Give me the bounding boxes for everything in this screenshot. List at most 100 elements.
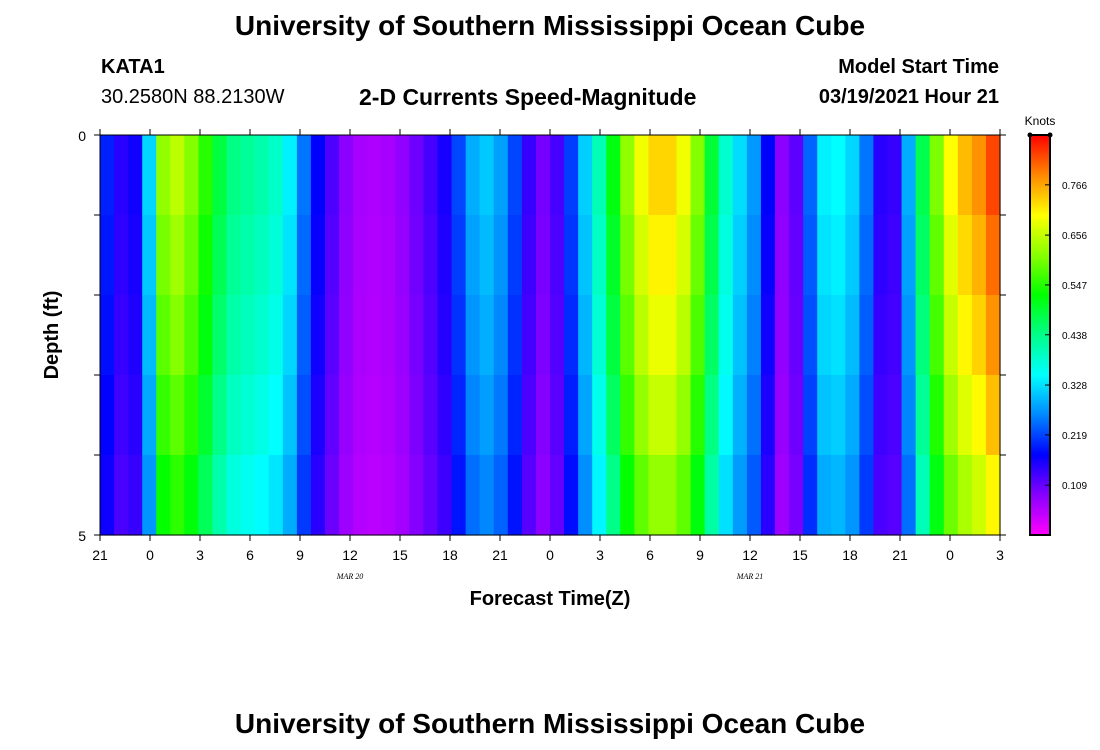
heatmap-cell: [592, 295, 607, 376]
heatmap-cell: [479, 215, 495, 296]
heatmap-cell: [831, 295, 846, 376]
heatmap-cell: [550, 455, 565, 536]
heatmap-cell: [381, 295, 396, 376]
heatmap-cell: [184, 455, 200, 536]
heatmap-cell: [381, 135, 396, 216]
station-id: KATA1: [101, 56, 165, 78]
heatmap-cell: [114, 455, 129, 536]
heatmap-cell: [929, 455, 945, 536]
heatmap-cell: [100, 295, 115, 376]
heatmap-cell: [325, 215, 340, 296]
heatmap-cell: [662, 375, 678, 456]
heatmap-cell: [775, 375, 790, 456]
heatmap-cell: [240, 295, 256, 376]
heatmap-cell: [184, 375, 200, 456]
heatmap-cell: [535, 455, 551, 536]
heatmap-cell: [395, 455, 410, 536]
heatmap-cell: [128, 215, 143, 296]
heatmap-cell: [732, 295, 748, 376]
heatmap-cell: [339, 135, 354, 216]
heatmap-cell: [493, 375, 509, 456]
heatmap-cell: [535, 375, 551, 456]
heatmap-cell: [929, 135, 945, 216]
heatmap-cell: [409, 375, 425, 456]
heatmap-cell: [789, 455, 804, 536]
heatmap-cell: [507, 295, 523, 376]
heatmap-cell: [268, 375, 284, 456]
heatmap-cell: [564, 375, 579, 456]
heatmap-cell: [775, 455, 790, 536]
heatmap-cell: [325, 295, 340, 376]
heatmap-cell: [775, 135, 790, 216]
x-tick-label: 12: [742, 547, 758, 563]
heatmap-cell: [465, 295, 481, 376]
x-tick-label: 9: [696, 547, 704, 563]
heatmap-cell: [198, 135, 214, 216]
heatmap-cell: [676, 135, 692, 216]
heatmap-cell: [142, 375, 157, 456]
heatmap-cell: [128, 375, 143, 456]
station-coordinates: 30.2580N 88.2130W: [101, 86, 285, 108]
heatmap-cell: [465, 215, 481, 296]
colorbar-tick-label: 0.766: [1062, 181, 1087, 192]
heatmap-cell: [325, 455, 340, 536]
heatmap-cell: [775, 295, 790, 376]
model-start-label: Model Start Time: [838, 56, 999, 78]
heatmap-cell: [226, 375, 242, 456]
heatmap-cell: [493, 215, 509, 296]
x-date-label: MAR 20: [336, 572, 363, 581]
heatmap-cell: [746, 455, 762, 536]
heatmap-cell: [268, 295, 284, 376]
heatmap-cell: [170, 295, 185, 376]
heatmap-cell: [296, 135, 312, 216]
heatmap-cell: [198, 375, 214, 456]
heatmap-cell: [437, 295, 453, 376]
heatmap-cell: [156, 295, 171, 376]
heatmap-cell: [803, 455, 818, 536]
heatmap-cell: [831, 455, 846, 536]
x-tick-label: 6: [646, 547, 654, 563]
heatmap-cell: [353, 375, 368, 456]
heatmap-cell: [325, 375, 340, 456]
heatmap-cell: [550, 375, 565, 456]
heatmap-cell: [465, 375, 481, 456]
heatmap-cell: [521, 375, 537, 456]
colorbar-tick-label: 0.219: [1062, 431, 1087, 442]
heatmap-cell: [746, 295, 762, 376]
heatmap-cell: [831, 215, 846, 296]
heatmap-cell: [310, 455, 326, 536]
chart-axes: 21 0 3 6 9 12 15 18 21 0 3 6 9 12 15 18 21 0 3 MAR 20 MAR 21…: [41, 128, 1006, 610]
colorbar-tick-label: 0.547: [1062, 281, 1087, 292]
heatmap-cell: [887, 295, 903, 376]
heatmap-cell: [142, 135, 157, 216]
heatmap-cell: [493, 455, 509, 536]
heatmap-cell: [226, 215, 242, 296]
heatmap-cell: [142, 455, 157, 536]
heatmap-cell: [817, 455, 832, 536]
heatmap-cell: [957, 135, 973, 216]
heatmap-cell: [789, 375, 804, 456]
heatmap-cell: [423, 295, 439, 376]
page-title: University of Southern Mississippi Ocean…: [234, 10, 866, 41]
heatmap-cell: [718, 455, 734, 536]
heatmap-cell: [929, 375, 945, 456]
colorbar-unit: Knots: [1025, 114, 1056, 128]
heatmap-cell: [817, 375, 832, 456]
heatmap-cell: [578, 295, 593, 376]
heatmap-cell: [957, 375, 973, 456]
heatmap-cell: [493, 135, 509, 216]
heatmap-cell: [803, 135, 818, 216]
x-tick-label: 15: [792, 547, 808, 563]
heatmap-cell: [704, 295, 720, 376]
x-tick-label: 9: [296, 547, 304, 563]
model-start-value: 03/19/2021 Hour 21: [818, 86, 999, 108]
heatmap-cell: [817, 295, 832, 376]
heatmap-cell: [367, 135, 382, 216]
heatmap-cell: [971, 295, 987, 376]
heatmap-cell: [620, 135, 635, 216]
heatmap-cell: [423, 135, 439, 216]
heatmap-cell: [212, 375, 228, 456]
heatmap-cell: [423, 375, 439, 456]
heatmap-cell: [550, 215, 565, 296]
heatmap-cell: [901, 135, 917, 216]
